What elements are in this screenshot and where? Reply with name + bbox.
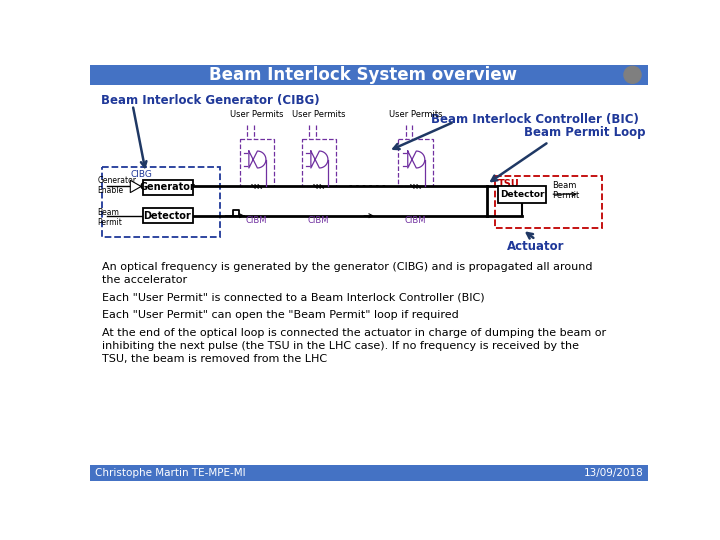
FancyBboxPatch shape: [90, 65, 648, 85]
Text: Each "User Permit" is connected to a Beam Interlock Controller (BIC): Each "User Permit" is connected to a Bea…: [102, 293, 485, 303]
Text: CIBM: CIBM: [405, 217, 426, 226]
Text: Each "User Permit" can open the "Beam Permit" loop if required: Each "User Permit" can open the "Beam Pe…: [102, 309, 459, 320]
Text: 13/09/2018: 13/09/2018: [584, 468, 644, 478]
Text: User Permits: User Permits: [230, 110, 284, 119]
Text: CIBM: CIBM: [246, 217, 267, 226]
Text: Christophe Martin TE-MPE-MI: Christophe Martin TE-MPE-MI: [94, 468, 246, 478]
FancyBboxPatch shape: [143, 179, 193, 195]
Text: Beam
Permit: Beam Permit: [552, 180, 579, 200]
Text: Generator
Enable: Generator Enable: [98, 176, 137, 195]
Text: Detector: Detector: [500, 190, 545, 199]
Text: Beam
Permit: Beam Permit: [98, 207, 122, 227]
Text: CIBM: CIBM: [308, 217, 329, 226]
Polygon shape: [311, 151, 328, 168]
Text: User Permits: User Permits: [292, 110, 346, 119]
Text: Actuator: Actuator: [507, 240, 564, 253]
Polygon shape: [408, 151, 425, 168]
Text: User Permits: User Permits: [389, 110, 442, 119]
Text: An optical frequency is generated by the generator (CIBG) and is propagated all : An optical frequency is generated by the…: [102, 262, 593, 285]
Text: - - - - - -: - - - - - -: [349, 180, 386, 190]
Polygon shape: [249, 151, 266, 168]
Polygon shape: [130, 180, 141, 193]
Text: Beam Interlock Generator (CIBG): Beam Interlock Generator (CIBG): [101, 94, 320, 107]
Text: B: B: [629, 70, 636, 80]
FancyBboxPatch shape: [90, 465, 648, 481]
Text: CIBG: CIBG: [130, 170, 152, 179]
FancyBboxPatch shape: [143, 208, 193, 224]
Text: Beam Interlock System overview: Beam Interlock System overview: [209, 66, 517, 84]
Text: At the end of the optical loop is connected the actuator in charge of dumping th: At the end of the optical loop is connec…: [102, 328, 606, 364]
FancyBboxPatch shape: [498, 186, 546, 202]
Text: Beam Permit Loop: Beam Permit Loop: [524, 126, 646, 139]
Text: Detector: Detector: [143, 211, 192, 221]
Text: Beam Interlock Controller (BIC): Beam Interlock Controller (BIC): [431, 112, 639, 125]
Text: TSU: TSU: [498, 179, 519, 189]
Text: Generator: Generator: [140, 182, 195, 192]
Circle shape: [624, 66, 641, 83]
